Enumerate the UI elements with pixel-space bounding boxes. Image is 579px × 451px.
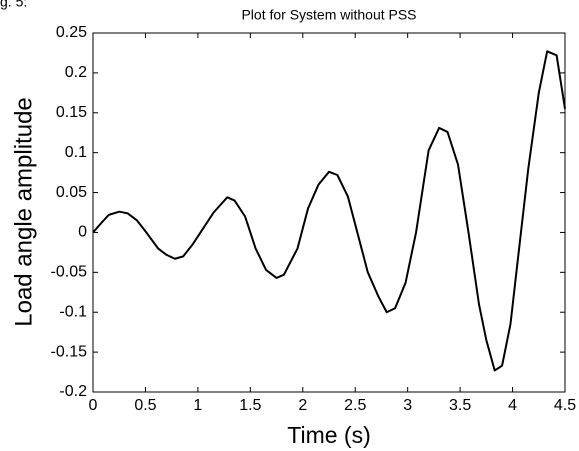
- y-tick-label: -0.05: [51, 264, 88, 281]
- caption: g. 5:: [0, 0, 27, 10]
- y-tick-label: -0.2: [59, 383, 87, 400]
- y-tick-label: -0.15: [51, 343, 88, 360]
- y-tick-label: 0.1: [65, 144, 87, 161]
- x-tick-label: 2.5: [344, 397, 366, 414]
- x-tick-label: 3.5: [449, 397, 471, 414]
- line-series: [92, 50, 566, 372]
- x-tick-label: 0.5: [134, 397, 156, 414]
- y-tick-label: 0.25: [56, 24, 87, 41]
- x-tick-label: 3: [403, 397, 412, 414]
- y-tick-label: 0: [78, 224, 87, 241]
- plot-frame: [92, 32, 566, 393]
- y-tick-label: -0.1: [59, 303, 87, 320]
- x-tick-label: 2: [298, 397, 307, 414]
- y-axis-label: Load angle amplitude: [10, 97, 37, 327]
- x-tick-label: 1.5: [239, 397, 261, 414]
- y-tick-label: 0.15: [56, 104, 87, 121]
- chart-title: Plot for System without PSS: [241, 7, 416, 23]
- x-tick-label: 0: [89, 397, 98, 414]
- y-tick-label: 0.05: [56, 184, 87, 201]
- x-tick-label: 4.5: [554, 397, 576, 414]
- x-tick-label: 4: [508, 397, 517, 414]
- x-axis-label: Time (s): [287, 422, 370, 448]
- y-tick-label: 0.2: [65, 64, 87, 81]
- x-tick-label: 1: [193, 397, 202, 414]
